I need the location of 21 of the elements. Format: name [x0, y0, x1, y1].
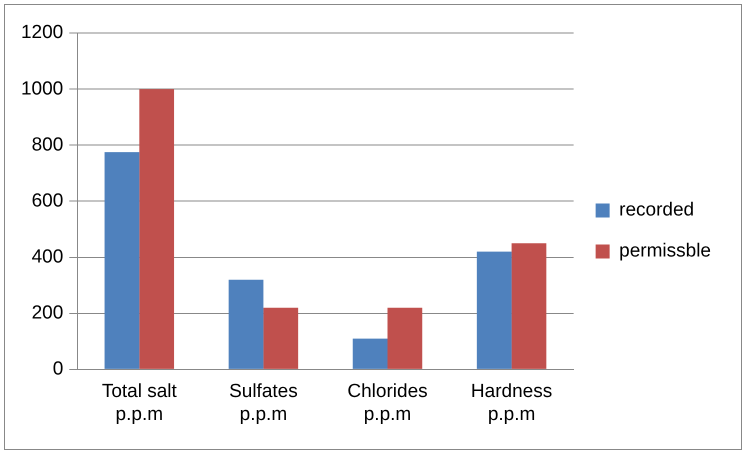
bar: [512, 243, 546, 369]
bar: [388, 308, 422, 369]
x-tick-label: Chlorides p.p.m: [347, 381, 428, 425]
y-tick-label: 200: [32, 302, 64, 324]
bar: [139, 89, 174, 369]
y-tick-label: 1000: [20, 78, 64, 100]
x-tick-label: Sulfates p.p.m: [229, 381, 298, 425]
y-tick-label: 800: [32, 134, 64, 156]
bar: [104, 152, 140, 369]
y-tick-label: 0: [52, 358, 64, 380]
legend-label: recorded: [619, 200, 694, 221]
legend-label: permissble: [619, 240, 712, 262]
bar: [352, 338, 388, 369]
y-tick-label: 600: [32, 190, 64, 212]
bar: [263, 308, 298, 369]
bar: [228, 280, 264, 369]
y-tick-label: 1200: [20, 22, 64, 44]
x-tick-label: Hardness p.p.m: [470, 381, 552, 425]
y-tick-label: 400: [32, 246, 64, 268]
x-tick-label: Total salt p.p.m: [102, 381, 178, 425]
bar: [476, 252, 512, 369]
